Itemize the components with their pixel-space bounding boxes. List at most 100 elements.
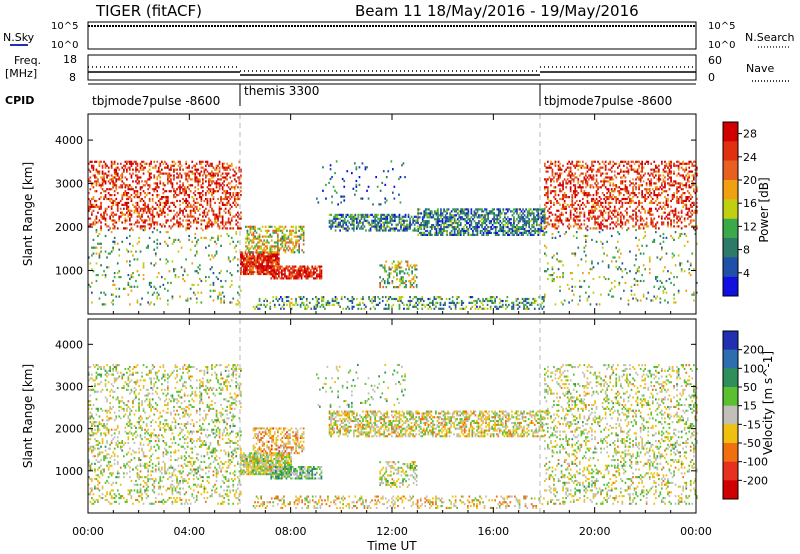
- data-cell: [173, 188, 175, 191]
- data-cell: [92, 174, 95, 177]
- data-cell: [456, 226, 459, 229]
- data-cell: [220, 184, 222, 187]
- data-cell: [217, 219, 219, 222]
- data-cell: [601, 172, 604, 175]
- data-cell: [261, 261, 263, 264]
- data-cell: [220, 279, 222, 283]
- data-cell: [545, 180, 548, 183]
- data-cell: [212, 172, 215, 175]
- data-cell: [429, 226, 432, 229]
- data-cell: [270, 245, 273, 248]
- data-cell: [192, 172, 195, 175]
- data-cell: [585, 205, 587, 208]
- data-cell: [269, 235, 272, 238]
- data-cell: [522, 231, 524, 234]
- data-cell: [262, 253, 265, 256]
- data-cell: [694, 168, 697, 171]
- data-cell: [129, 219, 131, 222]
- data-cell: [356, 219, 358, 222]
- data-cell: [464, 220, 467, 223]
- data-cell: [217, 277, 219, 281]
- data-cell: [641, 192, 643, 195]
- data-cell: [497, 218, 500, 221]
- data-cell: [293, 269, 295, 272]
- data-cell: [633, 283, 636, 286]
- data-cell: [582, 160, 584, 163]
- data-cell: [585, 291, 587, 294]
- data-cell: [244, 257, 247, 260]
- data-cell: [653, 194, 656, 197]
- data-cell: [141, 164, 143, 167]
- data-cell: [391, 219, 393, 222]
- data-cell: [320, 273, 323, 276]
- freq-panel: Freq. [MHz] 18 8 60 0 Nave: [5, 53, 790, 84]
- data-cell: [556, 217, 558, 220]
- data-cell: [673, 293, 675, 296]
- data-cell: [366, 215, 369, 218]
- data-cell: [685, 168, 688, 171]
- data-cell: [139, 166, 142, 169]
- data-cell: [400, 225, 402, 228]
- data-cell: [426, 214, 429, 217]
- data-cell: [615, 196, 618, 199]
- data-cell: [118, 287, 121, 290]
- data-cell: [384, 219, 387, 222]
- data-cell: [543, 220, 546, 223]
- data-cell: [446, 208, 448, 211]
- data-cell: [569, 176, 572, 179]
- data-cell: [667, 301, 669, 304]
- data-cell: [205, 174, 207, 177]
- data-cell: [441, 214, 444, 217]
- data-cell: [92, 238, 95, 241]
- data-cell: [156, 182, 159, 185]
- data-cell: [101, 170, 104, 173]
- data-cell: [301, 227, 303, 230]
- data-cell: [670, 162, 672, 165]
- data-cell: [230, 186, 233, 189]
- data-cell: [290, 239, 293, 242]
- data-cell: [88, 207, 90, 210]
- data-cell: [453, 208, 456, 211]
- data-cell: [186, 178, 189, 181]
- data-cell: [253, 257, 256, 260]
- data-cell: [191, 262, 194, 265]
- data-cell: [691, 201, 694, 204]
- data-cell: [428, 212, 430, 215]
- data-cell: [656, 166, 659, 169]
- data-cell: [283, 247, 285, 250]
- data-cell: [112, 211, 114, 214]
- data-cell: [280, 243, 282, 246]
- data-cell: [603, 225, 605, 228]
- data-cell: [691, 225, 694, 228]
- data-cell: [598, 209, 601, 212]
- data-cell: [577, 168, 580, 171]
- data-cell: [662, 190, 665, 193]
- data-cell: [568, 301, 570, 304]
- data-cell: [418, 224, 421, 227]
- data-cell: [265, 257, 268, 260]
- data-cell: [603, 194, 605, 197]
- data-cell: [604, 199, 607, 203]
- data-cell: [220, 174, 222, 177]
- data-cell: [685, 203, 688, 206]
- data-cell: [237, 194, 239, 197]
- data-cell: [627, 160, 630, 163]
- data-cell: [598, 215, 601, 218]
- data-cell: [559, 213, 561, 216]
- data-cell: [615, 225, 618, 228]
- data-cell: [191, 205, 194, 208]
- data-cell: [162, 162, 165, 165]
- data-cell: [290, 273, 292, 276]
- data-cell: [113, 182, 116, 185]
- data-cell: [676, 221, 678, 224]
- data-cell: [384, 229, 387, 232]
- data-cell: [248, 233, 250, 236]
- data-cell: [484, 214, 486, 217]
- data-cell: [259, 263, 262, 266]
- data-cell: [383, 266, 386, 269]
- data-cell: [493, 212, 495, 215]
- data-cell: [206, 213, 209, 216]
- data-cell: [658, 164, 660, 167]
- data-cell: [565, 168, 567, 171]
- data-cell: [232, 258, 235, 261]
